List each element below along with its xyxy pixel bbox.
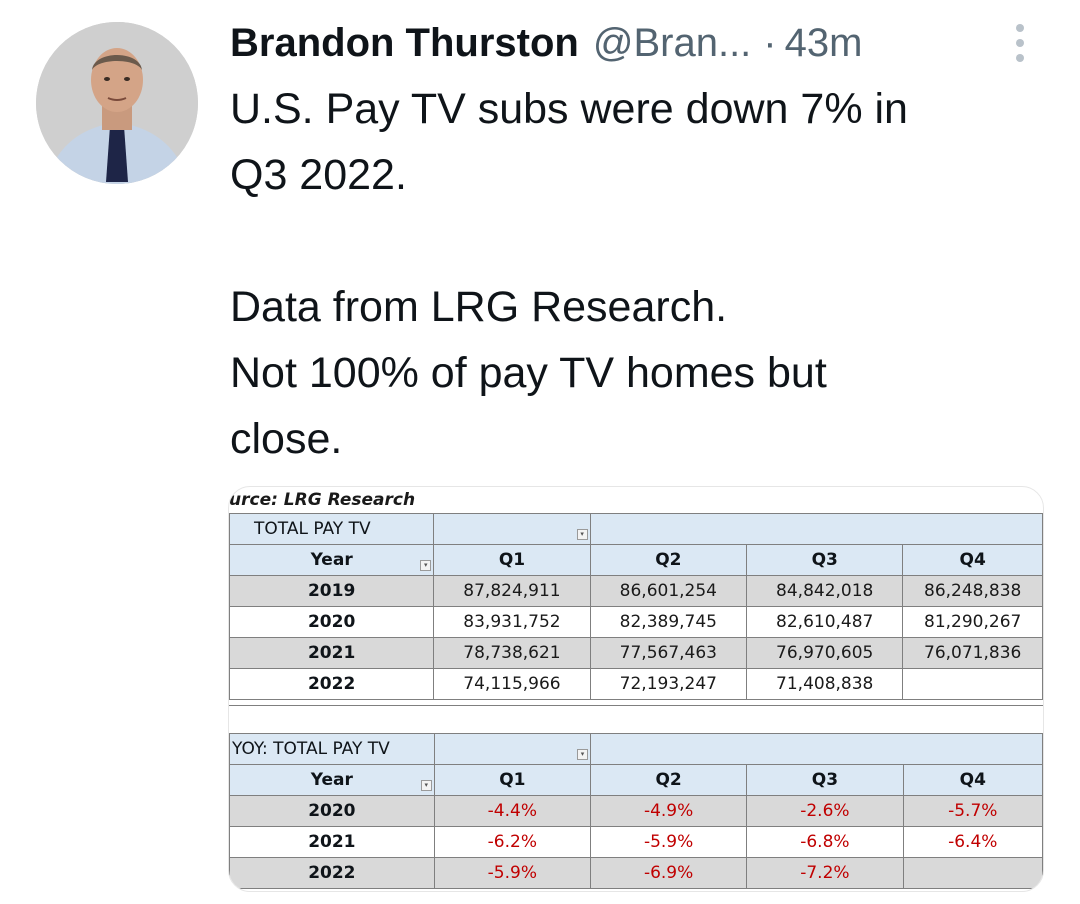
- more-vertical-icon[interactable]: [1012, 20, 1028, 66]
- column-header-year: Year ▾: [229, 544, 435, 576]
- value-cell: 86,248,838: [902, 575, 1043, 607]
- value-cell: 81,290,267: [902, 606, 1043, 638]
- tweet-header: Brandon Thurston @Bran... · 43m: [230, 18, 1040, 68]
- table-row: 2022 -5.9% -6.9% -7.2%: [229, 857, 1043, 889]
- yoy-pay-tv-table: YOY: TOTAL PAY TV ▾ Year ▾ Q1 Q2 Q3 Q4 20…: [229, 733, 1043, 889]
- value-cell: 83,931,752: [433, 606, 591, 638]
- value-cell: 76,970,605: [746, 637, 904, 669]
- year-cell: 2022: [229, 668, 435, 700]
- year-cell: 2020: [229, 795, 435, 827]
- value-cell: 76,071,836: [902, 637, 1043, 669]
- percent-cell: -7.2%: [746, 857, 904, 889]
- column-header-q1: Q1: [433, 544, 591, 576]
- value-cell: [902, 668, 1043, 700]
- value-cell: 86,601,254: [589, 575, 748, 607]
- table-row: 2020 83,931,752 82,389,745 82,610,487 81…: [229, 606, 1043, 638]
- percent-cell: -4.4%: [433, 795, 591, 827]
- table-header-row: Year ▾ Q1 Q2 Q3 Q4: [229, 764, 1043, 796]
- source-label: urce: LRG Research: [229, 490, 416, 510]
- year-cell: 2021: [229, 637, 435, 669]
- value-cell: 82,389,745: [589, 606, 748, 638]
- table-title-row: TOTAL PAY TV ▾: [229, 513, 1043, 545]
- column-header-q3: Q3: [746, 764, 904, 796]
- percent-cell: -6.2%: [433, 826, 591, 858]
- value-cell: 72,193,247: [589, 668, 748, 700]
- user-handle[interactable]: @Bran...: [592, 20, 752, 65]
- year-cell: 2021: [229, 826, 435, 858]
- avatar[interactable]: [36, 22, 198, 184]
- column-header-q3: Q3: [746, 544, 904, 576]
- column-header-q2: Q2: [589, 764, 748, 796]
- table-row: 2021 78,738,621 77,567,463 76,970,605 76…: [229, 637, 1043, 669]
- year-cell: 2022: [229, 857, 435, 889]
- table-row: 2021 -6.2% -5.9% -6.8% -6.4%: [229, 826, 1043, 858]
- value-cell: 77,567,463: [589, 637, 748, 669]
- value-cell: 74,115,966: [433, 668, 591, 700]
- percent-cell: [902, 857, 1043, 889]
- tweet-image[interactable]: urce: LRG Research TOTAL PAY TV ▾ Year ▾ …: [228, 486, 1044, 892]
- profile-photo: [36, 22, 198, 184]
- table-row: 2022 74,115,966 72,193,247 71,408,838: [229, 668, 1043, 700]
- column-header-q4: Q4: [902, 764, 1043, 796]
- percent-cell: -4.9%: [589, 795, 748, 827]
- filter-dropdown-icon[interactable]: ▾: [420, 560, 432, 571]
- value-cell: 78,738,621: [433, 637, 591, 669]
- display-name[interactable]: Brandon Thurston: [230, 20, 579, 65]
- percent-cell: -6.4%: [902, 826, 1043, 858]
- table-row: 2019 87,824,911 86,601,254 84,842,018 86…: [229, 575, 1043, 607]
- value-cell: 82,610,487: [746, 606, 904, 638]
- total-pay-tv-table: TOTAL PAY TV ▾ Year ▾ Q1 Q2 Q3 Q4 2019 87…: [229, 513, 1043, 700]
- percent-cell: -6.9%: [589, 857, 748, 889]
- column-header-year: Year ▾: [229, 764, 435, 796]
- value-cell: 87,824,911: [433, 575, 591, 607]
- percent-cell: -5.9%: [589, 826, 748, 858]
- value-cell: 71,408,838: [746, 668, 904, 700]
- table-header-row: Year ▾ Q1 Q2 Q3 Q4: [229, 544, 1043, 576]
- filter-dropdown-icon[interactable]: ▾: [576, 529, 588, 540]
- table-row: 2020 -4.4% -4.9% -2.6% -5.7%: [229, 795, 1043, 827]
- value-cell: 84,842,018: [746, 575, 904, 607]
- separator-dot: ·: [763, 20, 777, 65]
- year-cell: 2020: [229, 606, 435, 638]
- filter-dropdown-icon[interactable]: ▾: [576, 749, 588, 760]
- filter-dropdown-icon[interactable]: ▾: [420, 780, 432, 791]
- column-header-q4: Q4: [902, 544, 1043, 576]
- percent-cell: -5.9%: [433, 857, 591, 889]
- table-title: TOTAL PAY TV: [229, 513, 435, 545]
- column-header-q1: Q1: [433, 764, 591, 796]
- timestamp[interactable]: 43m: [784, 20, 863, 65]
- table-spacer: [229, 705, 1043, 733]
- percent-cell: -6.8%: [746, 826, 904, 858]
- tweet-text: U.S. Pay TV subs were down 7% in Q3 2022…: [230, 85, 908, 463]
- table-title: YOY: TOTAL PAY TV: [229, 733, 435, 765]
- table-title-row: YOY: TOTAL PAY TV ▾: [229, 733, 1043, 765]
- percent-cell: -5.7%: [902, 795, 1043, 827]
- column-header-q2: Q2: [589, 544, 748, 576]
- percent-cell: -2.6%: [746, 795, 904, 827]
- year-cell: 2019: [229, 575, 435, 607]
